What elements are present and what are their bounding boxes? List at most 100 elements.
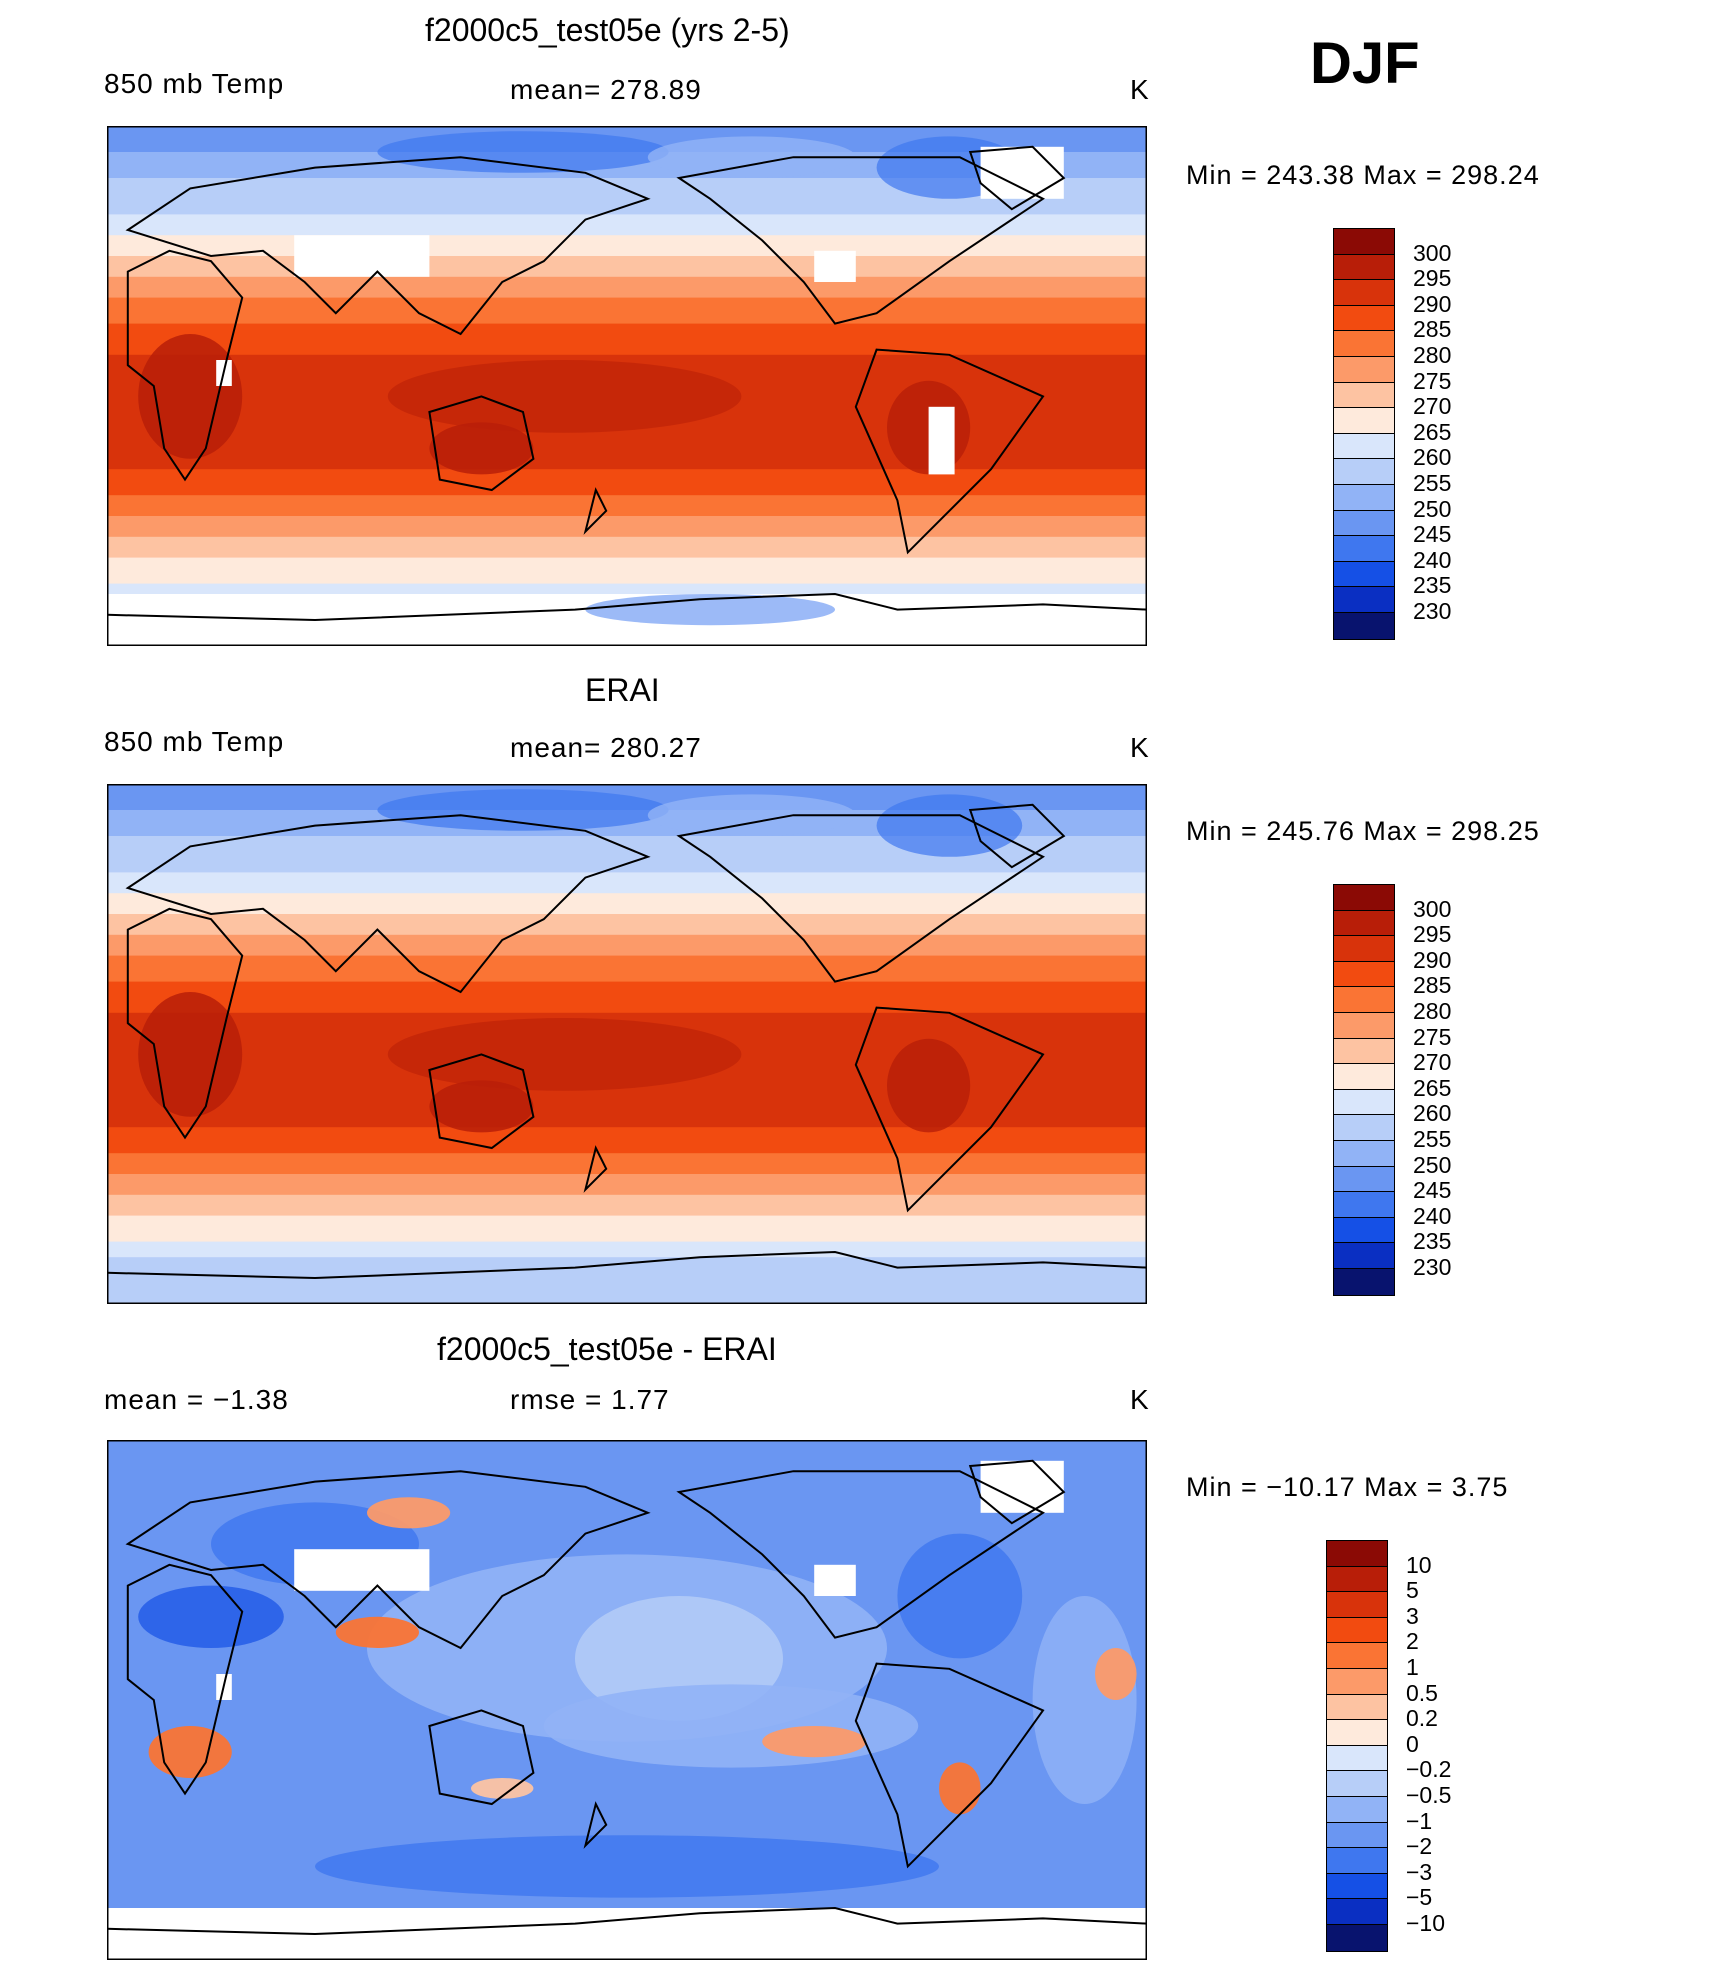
colorbar-tick-label: 1 [1406, 1654, 1419, 1680]
panel-2-minmax: Min = 245.76 Max = 298.25 [1186, 816, 1540, 846]
colorbar-tick-label: 230 [1413, 598, 1452, 624]
colorbar-tick-label: 3 [1406, 1602, 1419, 1629]
colorbar-swatch [1326, 1642, 1388, 1669]
colorbar-swatch [1326, 1898, 1388, 1925]
colorbar-tick-label: −5 [1406, 1884, 1433, 1911]
map-frame [107, 1440, 1147, 1960]
coastlines [107, 805, 1147, 1278]
panel-3-mean-label: mean = −1.38 [104, 1384, 289, 1415]
colorbar-tick-label: 265 [1413, 1074, 1452, 1101]
panel-3-rmse-label: rmse = 1.77 [510, 1384, 670, 1415]
colorbar-tick-label: 0 [1406, 1730, 1419, 1757]
colorbar-tick-label: 275 [1413, 1023, 1452, 1050]
colorbar-tick-label: 270 [1413, 393, 1452, 420]
colorbar-tick-label: 280 [1413, 998, 1452, 1024]
colorbar-swatch [1326, 1616, 1388, 1644]
colorbar-tick-label: 285 [1413, 972, 1452, 999]
colorbar-swatch [1333, 1012, 1395, 1039]
colorbar-swatch [1333, 484, 1395, 511]
panel-1-minmax: Min = 243.38 Max = 298.24 [1186, 160, 1540, 190]
map-canvas [107, 784, 1147, 1304]
colorbar-swatch [1333, 586, 1395, 613]
colorbar-tick-label: 235 [1413, 1228, 1452, 1255]
colorbar-tick-label: 300 [1413, 895, 1452, 922]
colorbar-tick-label: 240 [1413, 1202, 1452, 1229]
panel-3-minmax: Min = −10.17 Max = 3.75 [1186, 1472, 1509, 1502]
colorbar-swatch [1333, 1140, 1395, 1167]
colorbar-swatch [1326, 1668, 1388, 1695]
colorbar-swatch [1333, 960, 1395, 988]
panel-1-mean-label: mean= 278.89 [510, 74, 702, 105]
colorbar-swatch [1326, 1770, 1388, 1797]
colorbar-swatch [1333, 253, 1395, 281]
colorbar-tick-label: 300 [1413, 239, 1452, 266]
colorbar-swatch [1326, 1924, 1388, 1952]
panel-3-map [107, 1440, 1147, 1960]
panel-1-title: f2000c5_test05e (yrs 2-5) [425, 12, 790, 48]
colorbar-swatch [1326, 1796, 1388, 1823]
colorbar-tick-label: −0.5 [1406, 1782, 1452, 1808]
colorbar-tick-label: 250 [1413, 495, 1452, 522]
colorbar-tick-label: 260 [1413, 444, 1452, 471]
colorbar-tick-label: 265 [1413, 418, 1452, 445]
colorbar-swatch [1333, 458, 1395, 485]
colorbar-swatch [1333, 535, 1395, 562]
colorbar-tick-label: 230 [1413, 1254, 1452, 1280]
colorbar-swatch [1333, 1216, 1395, 1244]
colorbar-swatch [1333, 330, 1395, 357]
colorbar-swatch [1326, 1847, 1388, 1874]
colorbar-tick-label: 275 [1413, 367, 1452, 394]
colorbar-swatch [1333, 1114, 1395, 1141]
panel-2-units: K [1130, 732, 1150, 763]
colorbar-swatch [1333, 1165, 1395, 1193]
panel-2-variable-label: 850 mb Temp [104, 726, 285, 757]
panel-1-variable-label: 850 mb Temp [104, 68, 285, 99]
colorbar-swatch [1326, 1591, 1388, 1618]
colorbar-swatch [1333, 1037, 1395, 1065]
colorbar-tick-label: 240 [1413, 546, 1452, 573]
colorbar-swatch [1333, 1191, 1395, 1218]
colorbar-tick-label: 295 [1413, 265, 1452, 292]
panel-1-map [107, 126, 1147, 646]
colorbar-swatch [1333, 1063, 1395, 1090]
colorbar-swatch [1326, 1719, 1388, 1746]
colorbar-swatch [1333, 304, 1395, 332]
colorbar-tick-label: 245 [1413, 1177, 1452, 1204]
colorbar-tick-label: −0.2 [1406, 1756, 1452, 1783]
colorbar-swatch [1333, 407, 1395, 434]
colorbar-swatch [1333, 935, 1395, 962]
colorbar-tick-label: 280 [1413, 342, 1452, 368]
colorbar-tick-label: −1 [1406, 1807, 1433, 1834]
panel-2-mean-label: mean= 280.27 [510, 732, 702, 763]
colorbar-tick-label: −2 [1406, 1833, 1433, 1860]
colorbar-swatch [1333, 381, 1395, 409]
colorbar-tick-label: 290 [1413, 946, 1452, 973]
season-label: DJF [1310, 31, 1420, 96]
colorbar-tick-label: 10 [1406, 1551, 1432, 1578]
colorbar-swatch [1326, 1744, 1388, 1772]
colorbar-swatch [1333, 560, 1395, 588]
panel-1-units: K [1130, 74, 1150, 105]
colorbar-swatch [1333, 612, 1395, 640]
colorbar-swatch [1326, 1872, 1388, 1900]
colorbar-tick-label: −3 [1406, 1858, 1433, 1885]
colorbar-tick-label: 0.2 [1406, 1705, 1438, 1732]
colorbar-tick-label: 250 [1413, 1151, 1452, 1178]
colorbar-swatch [1333, 909, 1395, 937]
coastlines [107, 1461, 1147, 1934]
colorbar-swatch [1333, 884, 1395, 911]
colorbar-tick-label: 235 [1413, 572, 1452, 599]
colorbar-swatch [1333, 1088, 1395, 1116]
colorbar-swatch [1333, 228, 1395, 255]
colorbar-tick-label: 255 [1413, 470, 1452, 496]
colorbar-tick-label: 255 [1413, 1126, 1452, 1152]
colorbar-swatch [1333, 1268, 1395, 1296]
colorbar-swatch [1333, 356, 1395, 383]
map-frame [107, 126, 1147, 646]
panel-2-map [107, 784, 1147, 1304]
colorbar-tick-label: 290 [1413, 290, 1452, 317]
colorbar-tick-label: 2 [1406, 1628, 1419, 1655]
colorbar-swatch [1333, 509, 1395, 537]
colorbar-tick-label: 270 [1413, 1049, 1452, 1076]
panel-3-units: K [1130, 1384, 1150, 1415]
